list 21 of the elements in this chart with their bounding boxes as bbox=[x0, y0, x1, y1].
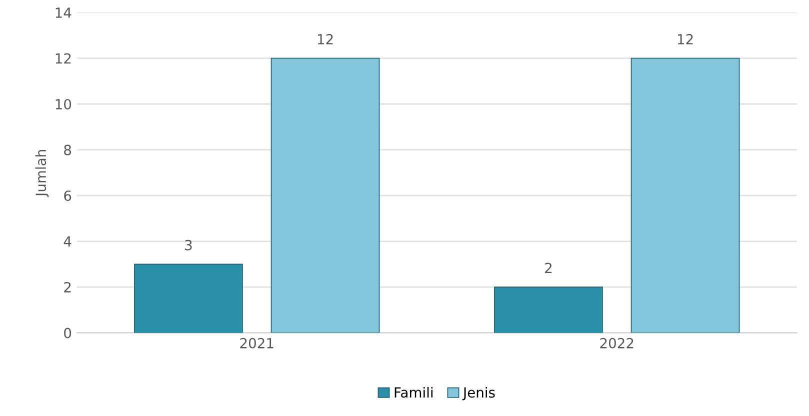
y-tick-label: 6 bbox=[64, 190, 72, 201]
legend-label: Jenis bbox=[462, 386, 495, 400]
y-tick-label: 0 bbox=[64, 328, 72, 338]
bar bbox=[630, 58, 740, 333]
y-axis-title: Jumlah bbox=[35, 150, 49, 198]
x-tick-label: 2022 bbox=[600, 338, 634, 348]
data-label: 12 bbox=[318, 34, 333, 44]
bar bbox=[134, 264, 243, 333]
y-tick-label: 4 bbox=[64, 236, 72, 247]
legend-label: Famili bbox=[394, 386, 433, 398]
data-label: 3 bbox=[185, 240, 192, 250]
bar bbox=[494, 286, 603, 333]
y-tick-label: 2 bbox=[64, 282, 71, 292]
y-tick-label: 10 bbox=[56, 98, 72, 110]
y-tick-label: 14 bbox=[56, 8, 72, 18]
y-tick-label: 12 bbox=[56, 53, 71, 64]
data-label: 12 bbox=[678, 34, 693, 44]
y-tick-label: 8 bbox=[64, 144, 72, 156]
bar bbox=[270, 58, 380, 333]
data-label: 2 bbox=[545, 262, 552, 274]
x-tick-label: 2021 bbox=[240, 338, 274, 348]
